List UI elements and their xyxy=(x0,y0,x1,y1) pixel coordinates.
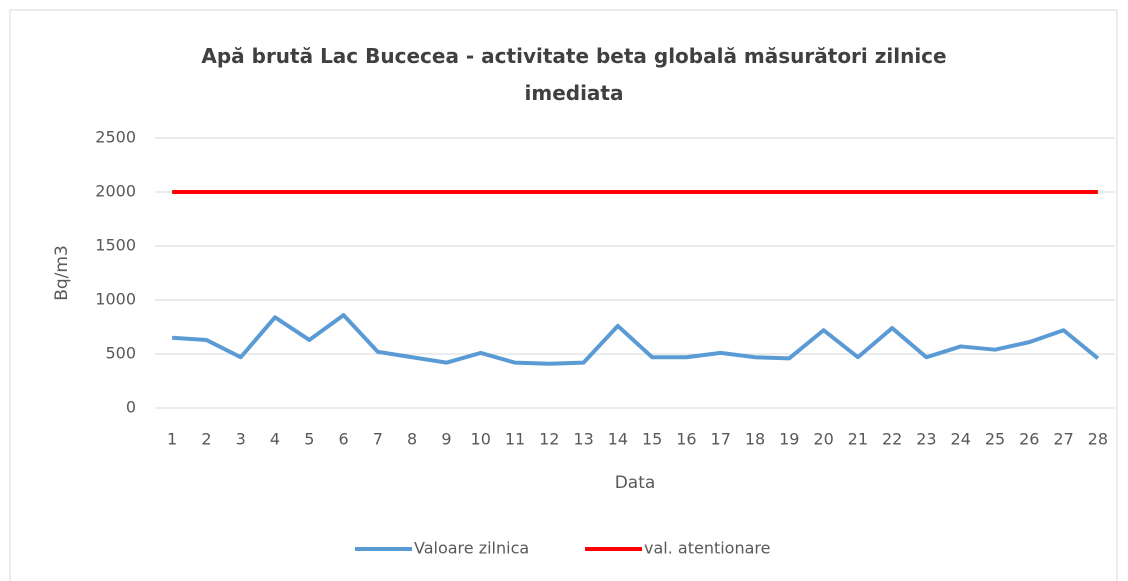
x-tick-label: 21 xyxy=(848,430,868,449)
x-tick-label: 23 xyxy=(916,430,936,449)
x-tick-label: 26 xyxy=(1019,430,1039,449)
x-tick-label: 1 xyxy=(167,430,177,449)
x-tick-label: 9 xyxy=(441,430,451,449)
x-axis-label: Data xyxy=(615,473,656,493)
series-line xyxy=(172,313,1100,366)
x-tick-label: 22 xyxy=(882,430,902,449)
x-tick-label: 28 xyxy=(1088,430,1108,449)
x-tick-label: 12 xyxy=(539,430,559,449)
x-tick-label: 20 xyxy=(813,430,833,449)
x-tick-label: 8 xyxy=(407,430,417,449)
x-tick-label: 13 xyxy=(573,430,593,449)
x-tick-label: 25 xyxy=(985,430,1005,449)
x-tick-label: 11 xyxy=(505,430,525,449)
y-axis-label: Bq/m3 xyxy=(52,245,72,301)
x-tick-label: 7 xyxy=(373,430,383,449)
x-tick-label: 24 xyxy=(951,430,971,449)
x-tick-label: 5 xyxy=(304,430,314,449)
legend-label: Valoare zilnica xyxy=(414,539,529,558)
x-tick-label: 4 xyxy=(270,430,280,449)
x-tick-label: 16 xyxy=(676,430,696,449)
x-tick-label: 2 xyxy=(201,430,211,449)
y-tick-label: 1000 xyxy=(95,290,136,309)
x-tick-label: 27 xyxy=(1053,430,1073,449)
y-tick-label: 500 xyxy=(105,344,136,363)
x-tick-label: 6 xyxy=(338,430,348,449)
y-tick-label: 2000 xyxy=(95,182,136,201)
y-tick-label: 1500 xyxy=(95,236,136,255)
x-tick-label: 3 xyxy=(236,430,246,449)
x-tick-label: 18 xyxy=(745,430,765,449)
y-tick-label: 2500 xyxy=(95,128,136,147)
x-tick-label: 17 xyxy=(711,430,731,449)
x-tick-label: 10 xyxy=(471,430,491,449)
chart-frame xyxy=(9,9,1118,581)
y-tick-label: 0 xyxy=(126,398,136,417)
legend-label: val. atentionare xyxy=(644,539,770,558)
x-tick-label: 14 xyxy=(608,430,628,449)
x-tick-label: 19 xyxy=(779,430,799,449)
chart-title: Apă brută Lac Bucecea - activitate beta … xyxy=(201,44,947,105)
x-tick-label: 15 xyxy=(642,430,662,449)
